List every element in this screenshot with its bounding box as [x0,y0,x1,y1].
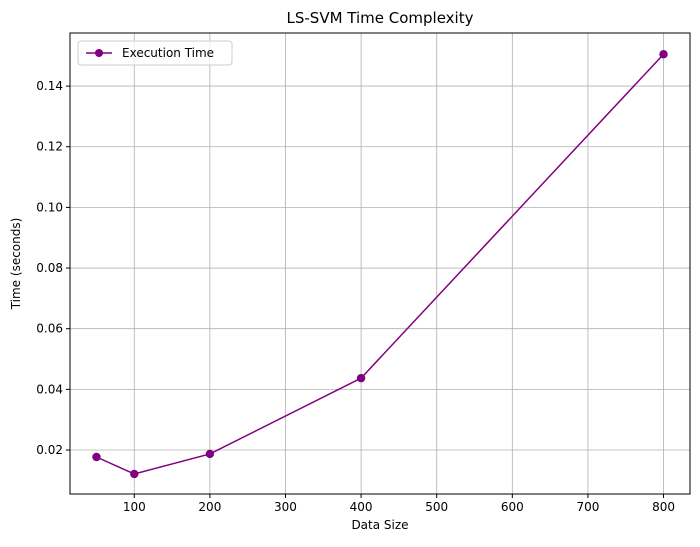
plot-frame [69,32,691,495]
x-tick-label: 300 [274,500,297,514]
y-tick-label: 0.04 [36,382,63,396]
y-tick-label: 0.10 [36,200,63,214]
data-point [659,50,668,59]
x-tick-label: 800 [652,500,675,514]
legend: Execution Time [77,40,233,66]
data-point [130,469,139,479]
x-tick-label: 700 [576,500,599,514]
x-axis-label: Data Size [351,518,408,532]
legend-box [77,40,233,66]
x-tick-label: 600 [501,500,524,514]
axis-ticks: 100 200 300 400 500 600 700 800 0.02 0.04 0.06 0.08… [36,79,675,514]
x-tick-label: 400 [350,500,373,514]
y-tick-label: 0.12 [36,140,63,154]
y-tick-label: 0.14 [36,79,63,93]
data-point [205,449,215,459]
legend-marker-swatch [95,49,103,57]
y-tick-label: 0.08 [36,261,63,275]
data-point [356,373,366,383]
x-tick-label: 100 [123,500,146,514]
series-layer [92,50,668,479]
y-axis-label: Time (seconds) [9,218,23,311]
series-line-execution-time [96,53,665,475]
x-tick-label: 500 [425,500,448,514]
chart-title: LS-SVM Time Complexity [287,9,474,27]
legend-entry-execution-time: Execution Time [122,46,214,60]
grid-lines [70,33,690,494]
data-point [92,452,101,462]
x-tick-label: 200 [198,500,221,514]
y-tick-label: 0.06 [36,322,63,336]
y-tick-label: 0.02 [36,443,63,457]
